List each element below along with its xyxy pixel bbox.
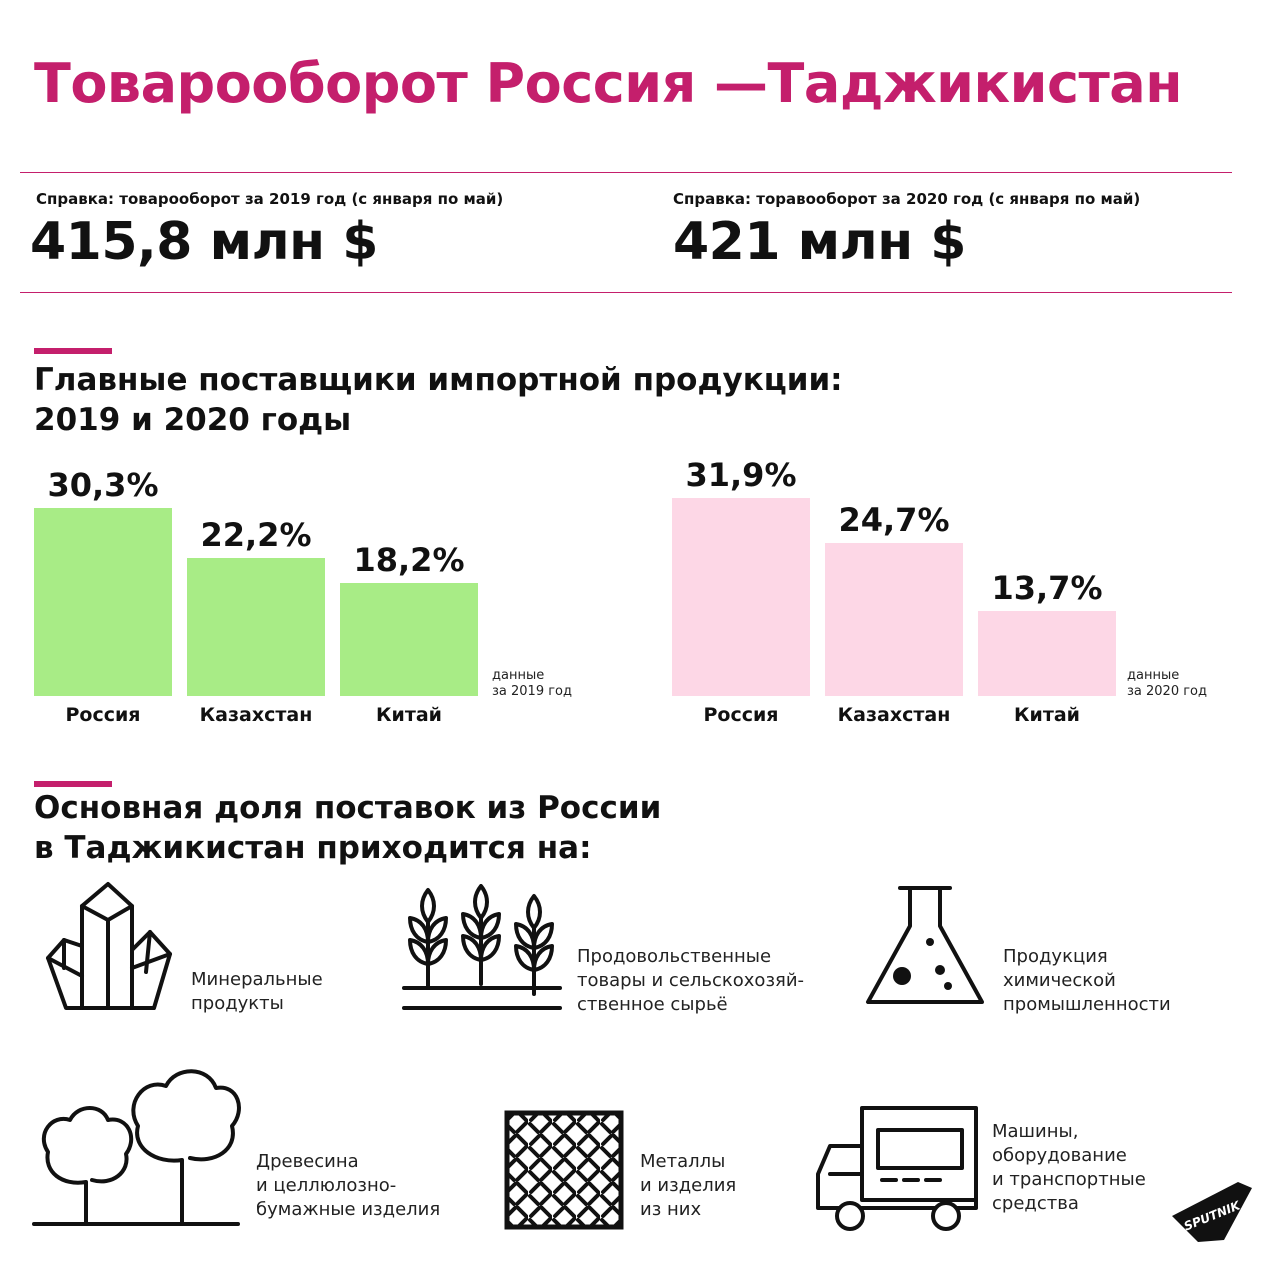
- caption-chemistry-line-2: химической: [1003, 970, 1116, 991]
- wheat-icon: [402, 884, 562, 1010]
- page-title: Товарооборот Россия —Таджикистан: [34, 52, 1183, 115]
- chart-2019-note-line-1: данные: [492, 668, 545, 683]
- chart-2020-note-line-2: за 2020 год: [1127, 684, 1207, 699]
- category-label-2019-kazakhstan: Казахстан: [199, 704, 313, 726]
- section-accent-bar: [34, 348, 112, 354]
- bar-2020-russia: [672, 498, 810, 696]
- truck-icon: [816, 1106, 978, 1231]
- exports-heading-line-2: в Таджикистан приходится на:: [34, 830, 592, 866]
- caption-wood-line-1: Древесина: [256, 1151, 359, 1172]
- caption-chemistry-line-3: промышленности: [1003, 994, 1171, 1015]
- suppliers-heading-line-2: 2019 и 2020 годы: [34, 402, 352, 438]
- value-label-2020-russia: 31,9%: [685, 456, 797, 495]
- value-label-2020-china: 13,7%: [991, 569, 1103, 608]
- exports-heading-line-1: Основная доля поставок из России: [34, 790, 662, 826]
- caption-minerals-line-1: Минеральные: [191, 969, 323, 990]
- caption-chemistry: Продукция химической промышленности: [1003, 945, 1171, 1017]
- caption-machinery-line-4: средства: [992, 1193, 1079, 1214]
- suppliers-heading-line-1: Главные поставщики импортной продукции:: [34, 362, 843, 398]
- flask-icon: [866, 886, 984, 1004]
- exports-heading: Основная доля поставок из России в Таджи…: [34, 788, 661, 868]
- caption-machinery-line-2: оборудование: [992, 1145, 1127, 1166]
- section-accent-bar-2: [34, 781, 112, 787]
- caption-minerals-line-2: продукты: [191, 993, 284, 1014]
- trees-icon: [32, 1069, 241, 1226]
- chart-2020-note: данные за 2020 год: [1127, 668, 1207, 700]
- suppliers-heading: Главные поставщики импортной продукции: …: [34, 360, 843, 440]
- caption-machinery: Машины, оборудование и транспортные сред…: [992, 1120, 1146, 1216]
- caption-chemistry-line-1: Продукция: [1003, 946, 1108, 967]
- category-label-2019-china: Китай: [376, 704, 442, 726]
- caption-metals-line-3: из них: [640, 1199, 702, 1220]
- stat-2019-label: Справка: товарооборот за 2019 год (с янв…: [36, 190, 504, 208]
- bar-2019-china: [340, 583, 478, 696]
- chart-2019-note: данные за 2019 год: [492, 668, 572, 700]
- caption-machinery-line-3: и транспортные: [992, 1169, 1146, 1190]
- stat-2020-value: 421 млн $: [673, 212, 966, 272]
- top-divider: [20, 172, 1232, 173]
- category-label-2020-china: Китай: [1014, 704, 1080, 726]
- stat-2019-value: 415,8 млн $: [30, 212, 378, 272]
- value-label-2020-kazakhstan: 24,7%: [838, 500, 950, 539]
- value-label-2019-russia: 30,3%: [47, 466, 159, 505]
- stat-2020-label: Справка: торавооборот за 2020 год (с янв…: [673, 190, 1141, 208]
- caption-wood-line-2: и целлюлозно-: [256, 1175, 397, 1196]
- caption-metals-line-1: Металлы: [640, 1151, 726, 1172]
- caption-minerals: Минеральные продукты: [191, 968, 323, 1016]
- sputnik-logo: SPUTNIK: [1172, 1182, 1252, 1242]
- caption-metals-line-2: и изделия: [640, 1175, 737, 1196]
- caption-food: Продовольственные товары и сельскохозяй-…: [577, 945, 804, 1017]
- caption-food-line-3: ственное сырьё: [577, 994, 728, 1015]
- caption-metals: Металлы и изделия из них: [640, 1150, 736, 1222]
- value-label-2019-kazakhstan: 22,2%: [200, 516, 312, 555]
- category-label-2019-russia: Россия: [65, 704, 141, 726]
- value-label-2019-china: 18,2%: [353, 541, 465, 580]
- bar-2020-china: [978, 611, 1116, 696]
- bottom-divider: [20, 292, 1232, 293]
- bar-2020-kazakhstan: [825, 542, 963, 696]
- category-label-2020-kazakhstan: Казахстан: [837, 704, 951, 726]
- caption-wood: Древесина и целлюлозно- бумажные изделия: [256, 1150, 440, 1222]
- crystals-icon: [46, 882, 172, 1010]
- chart-2019-note-line-2: за 2019 год: [492, 684, 572, 699]
- bar-2019-russia: [34, 508, 172, 696]
- metal-plate-icon: [504, 1110, 624, 1230]
- caption-food-line-2: товары и сельскохозяй-: [577, 970, 805, 991]
- caption-wood-line-3: бумажные изделия: [256, 1199, 441, 1220]
- caption-food-line-1: Продовольственные: [577, 946, 772, 967]
- category-label-2020-russia: Россия: [703, 704, 779, 726]
- caption-machinery-line-1: Машины,: [992, 1121, 1079, 1142]
- chart-2020-note-line-1: данные: [1127, 668, 1180, 683]
- bar-2019-kazakhstan: [187, 558, 325, 696]
